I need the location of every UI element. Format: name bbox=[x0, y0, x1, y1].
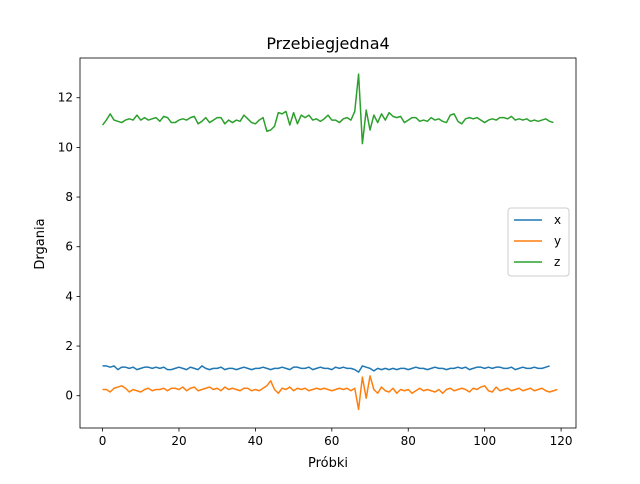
y-axis-label: Drgania bbox=[33, 218, 48, 269]
y-tick-label: 6 bbox=[65, 240, 73, 254]
y-tick-label: 2 bbox=[65, 339, 73, 353]
legend-label-y: y bbox=[554, 234, 561, 248]
axes-frame bbox=[79, 57, 577, 429]
x-tick-label: 100 bbox=[473, 434, 496, 448]
series-line-y bbox=[102, 375, 558, 411]
y-tick-label: 0 bbox=[65, 389, 73, 403]
x-axis-label: Próbki bbox=[308, 456, 348, 471]
x-tick-label: 40 bbox=[248, 434, 263, 448]
series-line-z bbox=[101, 73, 554, 145]
legend: xyz bbox=[507, 207, 570, 277]
plot-area: 0 20 40 60 80 100 120 0 2 4 6 8 10 12 bbox=[58, 57, 577, 448]
chart-title: Przebiegjedna4 bbox=[266, 34, 389, 53]
legend-label-x: x bbox=[554, 213, 561, 227]
x-tick-label: 120 bbox=[550, 434, 573, 448]
x-tick-label: 0 bbox=[99, 434, 107, 448]
x-tick-label: 80 bbox=[401, 434, 416, 448]
y-tick-label: 4 bbox=[65, 289, 73, 303]
y-tick-label: 10 bbox=[58, 140, 73, 154]
y-tick-label: 12 bbox=[58, 91, 73, 105]
x-tick-label: 60 bbox=[324, 434, 339, 448]
y-tick-label: 8 bbox=[65, 190, 73, 204]
x-tick-label: 20 bbox=[171, 434, 186, 448]
series-line-x bbox=[102, 365, 550, 373]
legend-box bbox=[507, 207, 570, 277]
legend-label-z: z bbox=[554, 255, 560, 269]
